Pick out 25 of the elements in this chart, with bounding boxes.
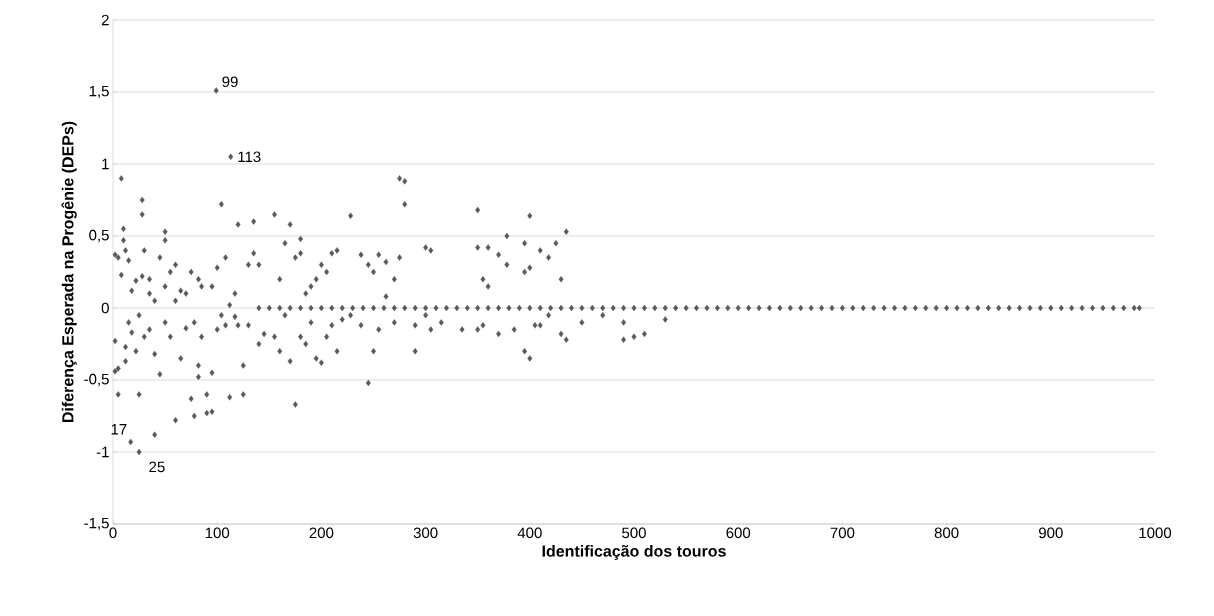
annotation: 17 bbox=[111, 424, 127, 435]
y-tick-label: -0,5 bbox=[84, 373, 109, 387]
y-tick-label: 1,5 bbox=[89, 85, 109, 99]
y-axis-title: Diferença Esperada na Progênie (DEPs) bbox=[61, 121, 77, 423]
x-tick-label: 900 bbox=[1039, 527, 1063, 539]
x-tick-label: 600 bbox=[726, 527, 751, 539]
y-tick-label: 0 bbox=[101, 302, 109, 314]
x-tick-label: 400 bbox=[517, 527, 542, 539]
x-tick-label: 200 bbox=[309, 527, 334, 539]
x-tick-label: 1000 bbox=[1139, 527, 1172, 539]
y-tick-label: -1 bbox=[96, 446, 109, 458]
y-tick-label: 2 bbox=[101, 14, 109, 26]
x-axis-title: Identificação dos touros bbox=[542, 545, 726, 560]
y-tick-label: 1 bbox=[102, 158, 109, 170]
annotation: 99 bbox=[222, 76, 238, 88]
x-tick-label: 700 bbox=[830, 527, 855, 539]
annotation: 113 bbox=[238, 151, 261, 163]
x-tick-label: 100 bbox=[205, 527, 230, 539]
x-tick-label: 0 bbox=[109, 527, 117, 539]
annotation: 25 bbox=[149, 461, 165, 473]
y-tick-label: 0,5 bbox=[89, 229, 109, 243]
x-tick-label: 800 bbox=[934, 527, 959, 539]
x-tick-label: 500 bbox=[622, 527, 646, 539]
y-tick-label: -1,5 bbox=[84, 517, 109, 531]
x-tick-label: 300 bbox=[413, 527, 438, 539]
